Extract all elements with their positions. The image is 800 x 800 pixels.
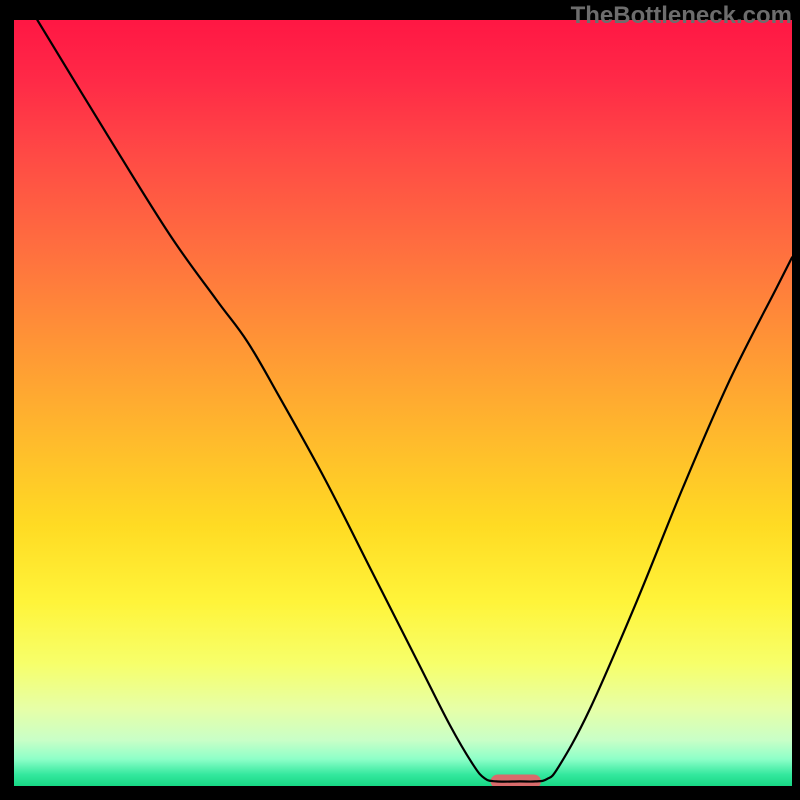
chart-container: TheBottleneck.com — [0, 0, 800, 800]
chart-svg — [14, 20, 792, 786]
optimal-marker — [491, 775, 542, 786]
gradient-background — [14, 20, 792, 786]
watermark-text: TheBottleneck.com — [571, 2, 792, 30]
plot-area — [14, 20, 792, 786]
